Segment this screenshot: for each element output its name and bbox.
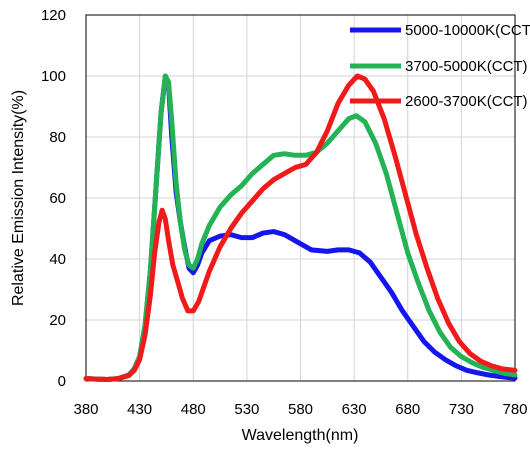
y-tick-label-80: 80 (49, 129, 66, 146)
y-tick-label-40: 40 (49, 251, 66, 268)
legend-layer: 5000-10000K(CCT) 3700-5000K(CCT) 2600-3700… (350, 22, 530, 110)
x-tick-label-680: 680 (395, 401, 420, 418)
series-layer (83, 73, 518, 382)
legend-label-0: 5000-10000K(CCT) (405, 22, 530, 39)
x-tick-label-530: 530 (234, 401, 259, 418)
y-tick-label-60: 60 (49, 190, 66, 207)
legend-label-1: 3700-5000K(CCT) (405, 58, 528, 75)
series-line-1 (83, 73, 518, 382)
x-axis-title: Wavelength(nm) (242, 427, 359, 444)
x-tick-label-780: 780 (502, 401, 527, 418)
x-tick-label-580: 580 (288, 401, 313, 418)
y-tick-label-100: 100 (41, 68, 66, 85)
x-tick-label-630: 630 (342, 401, 367, 418)
x-tick-label-480: 480 (181, 401, 206, 418)
x-tick-label-380: 380 (73, 401, 98, 418)
legend-label-2: 2600-3700K(CCT) (405, 93, 528, 110)
plot-border (85, 14, 516, 382)
y-tick-label-0: 0 (58, 373, 66, 390)
axis-layer: 380 430 480 530 580 630 680 730 780 0 20 40 60 80 100 1… (41, 7, 528, 418)
x-tick-label-430: 430 (127, 401, 152, 418)
plot-frame (85, 14, 516, 382)
y-axis-title: Relative Emission Intensity(%) (10, 90, 27, 306)
y-tick-label-20: 20 (49, 312, 66, 329)
y-tick-label-120: 120 (41, 7, 66, 24)
series-line-2 (83, 73, 518, 382)
x-tick-label-730: 730 (449, 401, 474, 418)
